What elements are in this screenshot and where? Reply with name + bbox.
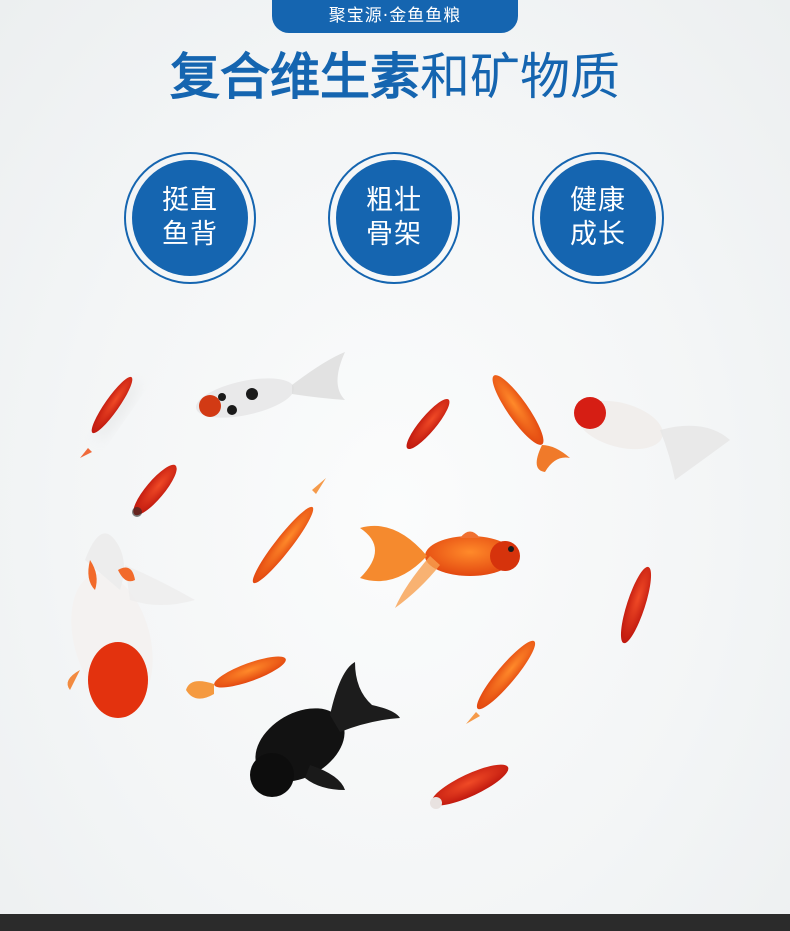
fish-slender-orange: [252, 478, 326, 584]
badge-inner: 健康 成长: [540, 160, 656, 276]
fish-red-right: [620, 566, 652, 644]
badge-line1: 粗壮: [366, 185, 422, 216]
fish-red-bottom: [430, 764, 509, 809]
badge-line2: 骨架: [366, 219, 422, 250]
fish-large-white-red: [67, 533, 195, 718]
fish-diving-orange: [492, 375, 570, 472]
fish-fantail-orange: [360, 525, 520, 608]
fish-red-cap: [574, 397, 730, 480]
badge-inner: 挺直 鱼背: [132, 160, 248, 276]
fish-small-orange-lower: [186, 656, 286, 699]
badge-strong-skeleton: 粗壮 骨架: [328, 152, 460, 284]
badge-inner: 粗壮 骨架: [336, 160, 452, 276]
badge-line1: 挺直: [162, 185, 218, 216]
headline: 复合维生素和矿物质: [0, 45, 790, 109]
brand-label: 聚宝源·金鱼鱼粮: [272, 0, 518, 33]
headline-light: 和矿物质: [420, 48, 620, 106]
fish-slender-orange-right: [466, 640, 536, 724]
fish-small-red-1: [80, 376, 140, 458]
badge-line2: 鱼背: [162, 219, 218, 250]
headline-bold: 复合维生素: [170, 48, 420, 106]
badge-healthy-growth: 健康 成长: [532, 152, 664, 284]
fish-calico: [195, 352, 345, 418]
bottom-divider: [0, 914, 790, 931]
fish-small-red-3: [406, 398, 450, 450]
badge-line1: 健康: [570, 185, 626, 216]
fish-black-moor: [250, 662, 400, 797]
fish-small-red-2: [132, 464, 177, 517]
goldfish-illustration: [67, 352, 730, 809]
badge-straight-back: 挺直 鱼背: [124, 152, 256, 284]
badge-line2: 成长: [570, 219, 626, 250]
